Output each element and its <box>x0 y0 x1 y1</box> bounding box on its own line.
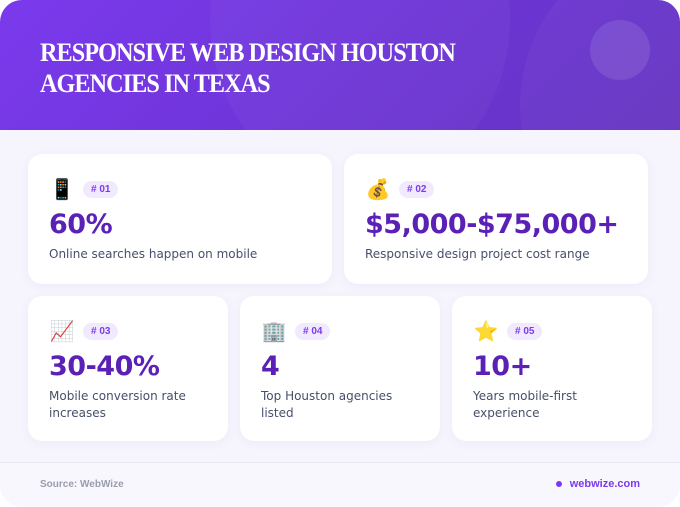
star-icon: ⭐ <box>473 319 499 343</box>
brand-link[interactable]: webwize.com <box>555 478 640 490</box>
brand-url: webwize.com <box>569 478 640 490</box>
footer: Source: WebWize webwize.com <box>0 462 680 507</box>
stat-label: Years mobile-first experience <box>473 389 577 420</box>
stat-badge: # 01 <box>83 180 119 198</box>
mobile-phone-icon: 📱 <box>49 177 75 201</box>
decorative-circle <box>590 20 650 80</box>
stat-badge: # 04 <box>295 322 331 340</box>
stat-card-01: 📱 # 01 60% Online searches happen on mob… <box>28 154 332 284</box>
money-bag-icon: 💰 <box>365 177 391 201</box>
stat-value: $5,000-$75,000+ <box>365 209 619 240</box>
stat-label: Online searches happen on mobile <box>49 247 258 261</box>
chart-increasing-icon: 📈 <box>49 319 75 343</box>
stat-card-03: 📈 # 03 30-40% Mobile conversion rate inc… <box>28 296 228 441</box>
stat-card-05: ⭐ # 05 10+ Years mobile-first experience <box>452 296 652 441</box>
bullet-dot-icon <box>555 481 562 487</box>
stat-value: 10+ <box>473 351 532 382</box>
stat-value: 30-40% <box>49 351 160 382</box>
stat-badge: # 05 <box>507 322 543 340</box>
source-text: Source: WebWize <box>40 479 124 490</box>
decorative-circle <box>520 0 680 130</box>
stat-value: 60% <box>49 209 113 240</box>
stat-badge: # 02 <box>399 180 435 198</box>
header-banner: RESPONSIVE WEB DESIGN HOUSTON AGENCIES I… <box>0 0 680 130</box>
stat-card-04: 🏢 # 04 4 Top Houston agencies listed <box>240 296 440 441</box>
page-title: RESPONSIVE WEB DESIGN HOUSTON AGENCIES I… <box>40 38 456 98</box>
stat-label: Top Houston agencies listed <box>261 389 393 420</box>
stat-badge: # 03 <box>83 322 119 340</box>
stat-label: Mobile conversion rate increases <box>49 389 186 420</box>
office-building-icon: 🏢 <box>261 319 287 343</box>
stat-label: Responsive design project cost range <box>365 247 590 261</box>
stat-value: 4 <box>261 351 280 382</box>
stat-card-02: 💰 # 02 $5,000-$75,000+ Responsive design… <box>344 154 648 284</box>
